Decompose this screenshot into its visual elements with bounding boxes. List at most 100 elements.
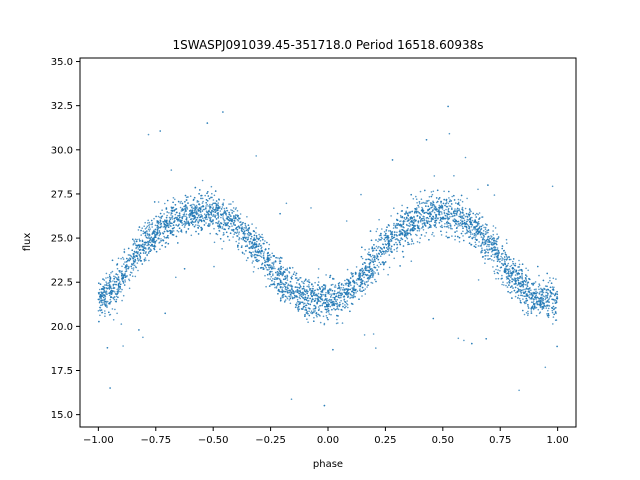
data-point — [391, 233, 394, 236]
data-point — [368, 251, 370, 254]
data-point — [185, 230, 188, 233]
data-point — [515, 279, 518, 282]
data-point — [511, 278, 513, 280]
data-point — [329, 289, 332, 292]
data-point — [542, 295, 545, 297]
data-point — [551, 311, 554, 314]
data-point — [547, 299, 550, 301]
data-point — [555, 299, 558, 302]
data-point — [399, 216, 402, 218]
data-point — [122, 294, 125, 297]
data-point — [148, 243, 150, 246]
data-point — [181, 208, 183, 211]
data-point — [555, 278, 557, 280]
data-point — [405, 210, 408, 213]
data-point — [531, 282, 533, 285]
data-point — [432, 200, 434, 203]
data-point — [415, 212, 418, 214]
data-point — [294, 274, 297, 277]
data-point — [222, 214, 224, 216]
data-point — [473, 245, 476, 248]
data-point — [541, 294, 543, 296]
data-point — [396, 219, 399, 221]
data-point — [337, 308, 340, 311]
data-point — [257, 251, 260, 253]
data-point — [225, 207, 228, 209]
data-point — [370, 255, 372, 258]
data-point — [293, 296, 295, 299]
data-point — [507, 270, 510, 273]
data-point — [116, 273, 119, 276]
data-point — [493, 260, 495, 262]
data-point — [240, 221, 242, 223]
data-point — [178, 212, 181, 214]
data-point — [141, 263, 144, 265]
data-point — [519, 299, 522, 302]
data-point — [151, 222, 154, 224]
data-point — [542, 289, 544, 291]
data-point — [160, 216, 163, 218]
data-point — [460, 212, 462, 214]
data-point — [131, 263, 133, 265]
data-point — [443, 211, 446, 214]
data-point — [229, 232, 232, 234]
data-point — [474, 214, 477, 216]
data-point — [466, 228, 468, 230]
data-point — [240, 229, 243, 231]
data-point — [238, 237, 241, 239]
data-point — [388, 242, 391, 245]
data-point — [454, 208, 456, 210]
data-point — [144, 221, 146, 224]
data-point — [483, 238, 486, 241]
data-point — [180, 200, 182, 203]
data-point — [195, 230, 197, 233]
data-point — [209, 208, 211, 210]
data-point — [317, 276, 320, 279]
data-point — [369, 275, 372, 278]
data-point — [501, 245, 504, 247]
data-point — [544, 298, 546, 301]
data-point — [386, 250, 389, 253]
data-point — [454, 210, 457, 213]
data-point — [303, 282, 305, 285]
data-point — [223, 233, 225, 236]
data-point — [107, 284, 109, 287]
data-point — [289, 289, 291, 292]
data-point — [132, 267, 135, 269]
data-point — [416, 234, 418, 237]
data-point — [164, 219, 166, 221]
data-point — [527, 281, 529, 283]
data-point — [353, 294, 355, 296]
data-point — [209, 218, 212, 220]
data-point — [286, 296, 288, 298]
data-point — [446, 236, 449, 239]
data-point — [366, 277, 369, 280]
data-point — [238, 227, 240, 229]
data-point — [548, 305, 551, 307]
data-point — [528, 289, 530, 291]
data-point — [447, 222, 450, 224]
data-point — [408, 225, 411, 227]
data-point — [507, 268, 509, 271]
data-point — [516, 284, 519, 286]
data-point — [527, 310, 529, 313]
data-point — [308, 281, 311, 284]
data-point — [516, 272, 518, 275]
data-point — [511, 272, 514, 275]
data-point — [518, 389, 520, 392]
data-point — [338, 284, 340, 287]
data-point — [105, 281, 107, 283]
data-point — [211, 209, 213, 212]
data-point — [497, 249, 500, 252]
data-point — [251, 223, 253, 225]
data-point — [524, 283, 527, 286]
data-point — [210, 206, 212, 208]
data-point — [198, 218, 201, 221]
data-point — [101, 311, 103, 314]
data-point — [412, 198, 415, 200]
data-point — [361, 282, 364, 285]
data-point — [138, 226, 141, 228]
data-point — [197, 203, 200, 206]
data-point — [275, 286, 278, 288]
data-point — [519, 290, 522, 293]
